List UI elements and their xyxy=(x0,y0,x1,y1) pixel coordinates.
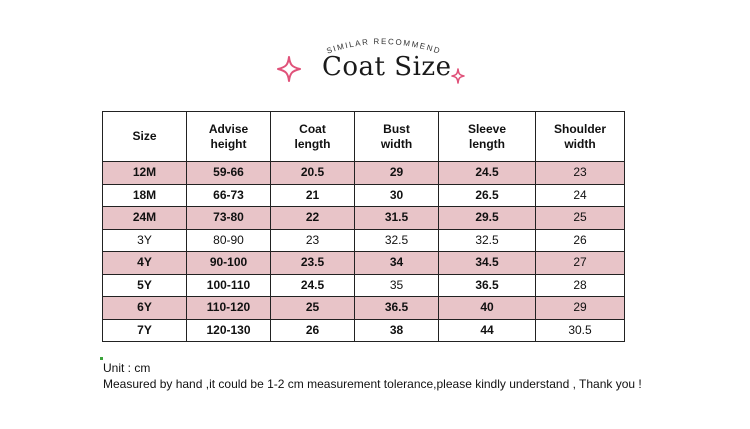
unit-note: Unit : cm xyxy=(103,361,151,375)
cell-coat-length: 26 xyxy=(270,318,355,342)
cell-sleeve-length: 32.5 xyxy=(438,228,536,252)
cell-sleeve-length: 36.5 xyxy=(438,273,536,297)
column-header-shoulder-width: Shoulder width xyxy=(535,111,625,162)
table-row: 12M 59-66 20.5 29 24.5 23 xyxy=(102,161,625,185)
cell-shoulder-width: 28 xyxy=(535,273,625,297)
cell-shoulder-width: 27 xyxy=(535,251,625,275)
column-header-size: Size xyxy=(102,111,187,162)
sparkle-small-icon xyxy=(451,68,465,84)
cell-bust-width: 31.5 xyxy=(354,206,439,230)
cell-coat-length: 22 xyxy=(270,206,355,230)
column-header-coat-length: Coat length xyxy=(270,111,355,162)
table-row: 4Y 90-100 23.5 34 34.5 27 xyxy=(102,251,625,275)
cell-coat-length: 20.5 xyxy=(270,161,355,185)
cell-size: 5Y xyxy=(102,273,187,297)
table-row: 5Y 100-110 24.5 35 36.5 28 xyxy=(102,273,625,297)
cell-height: 66-73 xyxy=(186,183,271,207)
table-row: 18M 66-73 21 30 26.5 24 xyxy=(102,183,625,207)
size-table: Size Advise height Coat length Bust width S… xyxy=(102,111,625,342)
table-row: 6Y 110-120 25 36.5 40 29 xyxy=(102,296,625,320)
cell-bust-width: 29 xyxy=(354,161,439,185)
cell-shoulder-width: 23 xyxy=(535,161,625,185)
cell-height: 120-130 xyxy=(186,318,271,342)
cell-bust-width: 36.5 xyxy=(354,296,439,320)
cell-shoulder-width: 30.5 xyxy=(535,318,625,342)
cell-bust-width: 32.5 xyxy=(354,228,439,252)
cell-height: 59-66 xyxy=(186,161,271,185)
cell-coat-length: 23 xyxy=(270,228,355,252)
cell-size: 18M xyxy=(102,183,187,207)
table-row: 7Y 120-130 26 38 44 30.5 xyxy=(102,318,625,342)
column-header-advise-height: Advise height xyxy=(186,111,271,162)
cell-bust-width: 30 xyxy=(354,183,439,207)
column-header-sleeve-length: Sleeve length xyxy=(438,111,536,162)
cell-sleeve-length: 34.5 xyxy=(438,251,536,275)
cell-size: 12M xyxy=(102,161,187,185)
cell-height: 90-100 xyxy=(186,251,271,275)
cell-coat-length: 25 xyxy=(270,296,355,320)
table-row: 3Y 80-90 23 32.5 32.5 26 xyxy=(102,228,625,252)
cell-size: 6Y xyxy=(102,296,187,320)
cell-bust-width: 35 xyxy=(354,273,439,297)
column-header-bust-width: Bust width xyxy=(354,111,439,162)
header-arc-text: SIMILAR RECOMMEND xyxy=(325,37,440,56)
table-header-row: Size Advise height Coat length Bust width S… xyxy=(102,111,625,162)
cell-bust-width: 34 xyxy=(354,251,439,275)
cell-height: 80-90 xyxy=(186,228,271,252)
measurement-disclaimer: Measured by hand ,it could be 1-2 cm mea… xyxy=(103,377,642,391)
cell-sleeve-length: 44 xyxy=(438,318,536,342)
cell-height: 110-120 xyxy=(186,296,271,320)
cell-shoulder-width: 26 xyxy=(535,228,625,252)
cell-sleeve-length: 26.5 xyxy=(438,183,536,207)
cell-size: 3Y xyxy=(102,228,187,252)
table-row: 24M 73-80 22 31.5 29.5 25 xyxy=(102,206,625,230)
cell-size: 4Y xyxy=(102,251,187,275)
cell-shoulder-width: 24 xyxy=(535,183,625,207)
cell-sleeve-length: 40 xyxy=(438,296,536,320)
cell-coat-length: 23.5 xyxy=(270,251,355,275)
cell-coat-length: 21 xyxy=(270,183,355,207)
cell-height: 100-110 xyxy=(186,273,271,297)
page-title: Coat Size xyxy=(322,52,452,82)
notes: Unit : cm Measured by hand ,it could be … xyxy=(103,360,642,392)
cell-coat-length: 24.5 xyxy=(270,273,355,297)
cell-sleeve-length: 24.5 xyxy=(438,161,536,185)
cell-size: 7Y xyxy=(102,318,187,342)
cell-shoulder-width: 29 xyxy=(535,296,625,320)
cell-shoulder-width: 25 xyxy=(535,206,625,230)
cell-sleeve-length: 29.5 xyxy=(438,206,536,230)
cell-bust-width: 38 xyxy=(354,318,439,342)
corner-marker xyxy=(100,357,103,360)
sparkle-icon xyxy=(277,56,301,82)
cell-size: 24M xyxy=(102,206,187,230)
cell-height: 73-80 xyxy=(186,206,271,230)
